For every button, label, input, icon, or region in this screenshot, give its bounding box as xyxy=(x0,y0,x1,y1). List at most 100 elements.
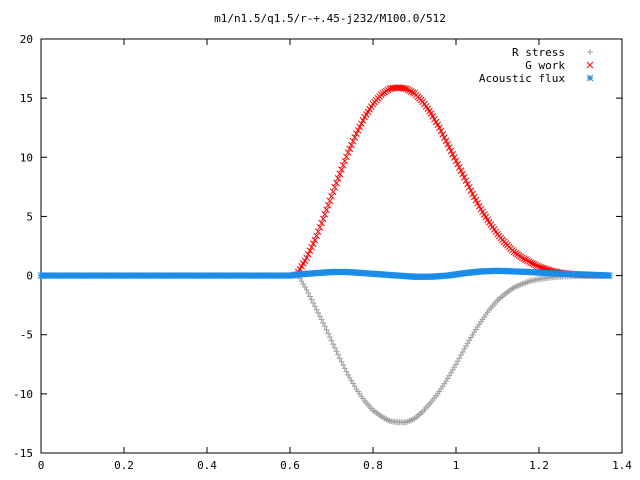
data-point xyxy=(315,309,322,316)
data-point xyxy=(475,202,483,210)
data-point xyxy=(354,126,362,134)
data-point xyxy=(474,199,481,207)
data-point xyxy=(349,137,357,145)
data-point xyxy=(436,124,443,132)
data-point xyxy=(326,334,333,341)
data-point xyxy=(328,337,335,344)
data-point xyxy=(470,193,478,201)
legend-label: G work xyxy=(525,59,565,72)
data-point xyxy=(316,313,323,320)
data-point xyxy=(313,232,320,240)
data-point xyxy=(532,261,540,269)
data-point xyxy=(520,255,528,263)
data-point xyxy=(304,250,312,258)
data-point xyxy=(335,351,342,358)
data-point xyxy=(318,316,325,323)
data-point xyxy=(406,87,413,94)
data-point xyxy=(359,117,367,124)
data-point xyxy=(606,272,613,279)
data-point xyxy=(404,86,412,93)
data-point xyxy=(407,88,415,95)
x-tick-label: 1 xyxy=(453,459,460,472)
data-point xyxy=(328,192,335,200)
y-tick-label: 5 xyxy=(26,210,33,223)
data-point xyxy=(472,196,480,204)
x-tick-label: 0.8 xyxy=(363,459,383,472)
data-point xyxy=(454,160,462,168)
data-point xyxy=(308,243,315,251)
plot-frame xyxy=(40,38,623,454)
data-point xyxy=(303,286,310,293)
data-point xyxy=(308,296,315,303)
x-tick-label: 0.4 xyxy=(197,459,217,472)
data-point xyxy=(333,179,340,187)
data-point xyxy=(340,361,347,368)
data-point xyxy=(326,197,334,205)
legend-label: Acoustic flux xyxy=(479,72,565,85)
data-point xyxy=(449,150,457,158)
data-marks xyxy=(37,84,613,426)
data-point xyxy=(305,290,312,297)
x-tick-label: 0 xyxy=(38,459,45,472)
data-point xyxy=(465,183,473,191)
data-point xyxy=(344,149,352,156)
x-tick-label: 1.4 xyxy=(612,459,632,472)
data-point xyxy=(323,326,330,333)
data-point xyxy=(351,134,359,141)
data-point xyxy=(452,157,460,165)
data-point xyxy=(459,348,466,355)
data-point xyxy=(309,240,317,247)
data-point xyxy=(525,258,533,265)
data-point xyxy=(527,259,535,266)
data-point xyxy=(455,164,463,171)
data-point xyxy=(402,85,410,93)
data-point xyxy=(353,130,360,137)
y-tick-label: 15 xyxy=(20,92,33,105)
series-2 xyxy=(37,267,613,281)
data-point xyxy=(462,177,470,185)
data-point xyxy=(323,206,330,214)
data-point xyxy=(311,236,319,244)
legend-marker xyxy=(586,74,594,82)
data-point xyxy=(444,140,452,148)
axes: 0 0.2 0.4 0.6 0.8 1 1.2 1.4 -15 -10 -5 0 5 10 15 20 xyxy=(13,33,632,472)
data-point xyxy=(356,123,364,131)
data-point xyxy=(330,341,337,348)
data-point xyxy=(519,254,526,262)
series-0 xyxy=(295,272,609,426)
x-tick-label: 1.2 xyxy=(529,459,549,472)
data-point xyxy=(343,368,350,375)
data-point xyxy=(314,228,322,235)
data-point xyxy=(456,355,463,362)
series-1 xyxy=(294,84,609,279)
data-point xyxy=(467,187,475,194)
y-tick-label: -15 xyxy=(13,447,33,460)
y-tick-label: -5 xyxy=(20,329,33,342)
data-point xyxy=(437,127,445,135)
data-point xyxy=(447,147,455,155)
data-point xyxy=(336,170,344,178)
data-point xyxy=(522,256,530,264)
data-point xyxy=(331,344,338,351)
y-tick-label: 10 xyxy=(20,151,33,164)
data-point xyxy=(321,210,329,218)
data-point xyxy=(343,153,350,161)
data-point xyxy=(457,352,464,359)
data-point xyxy=(530,260,538,268)
data-point xyxy=(333,348,340,355)
legend-marker xyxy=(586,61,594,69)
data-point xyxy=(524,257,531,265)
x-tick-label: 0.2 xyxy=(114,459,134,472)
data-point xyxy=(459,170,466,178)
data-point xyxy=(310,300,317,307)
legend-marker xyxy=(587,49,593,55)
data-point xyxy=(533,262,541,270)
data-point xyxy=(529,260,536,267)
x-tick-label: 0.6 xyxy=(280,459,300,472)
data-point xyxy=(457,167,465,175)
y-tick-label: 20 xyxy=(20,33,33,46)
data-point xyxy=(454,358,461,365)
data-point xyxy=(358,120,365,128)
